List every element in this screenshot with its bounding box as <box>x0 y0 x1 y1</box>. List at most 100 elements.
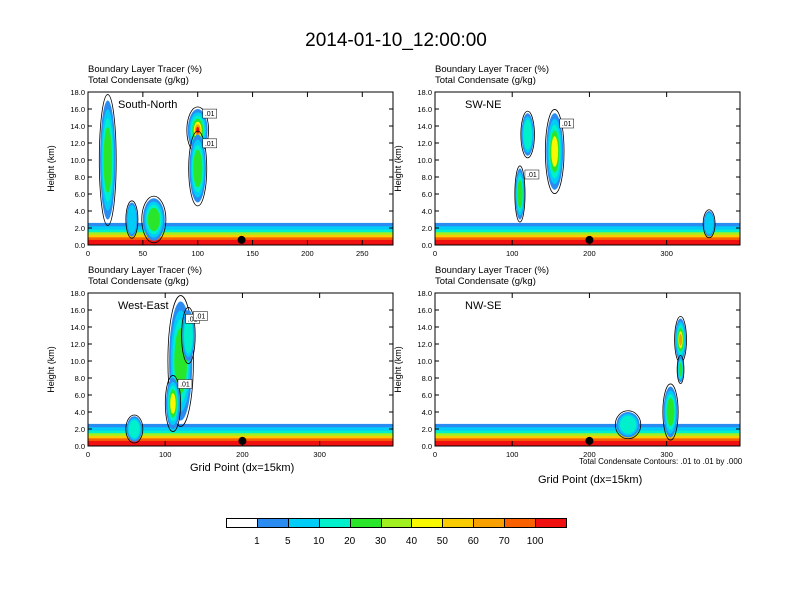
tracer-blob <box>165 378 180 429</box>
contour-label-box <box>193 311 208 321</box>
tracer-blob <box>196 126 200 134</box>
condensate-contour <box>141 195 167 244</box>
x-tick-label: 100 <box>159 450 172 459</box>
plot-area <box>88 94 393 245</box>
tracer-band <box>88 435 393 446</box>
colorbar-swatch <box>535 518 567 528</box>
tracer-blob <box>191 144 204 193</box>
panel-label: West-East <box>118 300 169 312</box>
x-tick-label: 300 <box>660 249 673 258</box>
y-tick-label: 12.0 <box>417 340 432 349</box>
y-tick-label: 10.0 <box>70 156 85 165</box>
tracer-band <box>435 239 740 245</box>
condensate-contour <box>662 383 679 441</box>
y-axis-label: Height (km) <box>46 145 56 192</box>
panel-title-condensate: Total Condensate (g/kg) <box>435 276 536 287</box>
tracer-blob <box>127 418 141 440</box>
tracer-blob <box>523 119 532 150</box>
y-axis-label: Height (km) <box>393 145 403 192</box>
colorbar-swatch <box>226 518 258 528</box>
location-marker <box>585 436 594 445</box>
tracer-blob <box>703 211 715 237</box>
location-marker <box>585 235 594 244</box>
y-tick-label: 6.0 <box>75 391 85 400</box>
y-tick-label: 18.0 <box>70 289 85 298</box>
x-tick-label: 250 <box>356 249 369 258</box>
x-tick-label: 100 <box>506 450 519 459</box>
y-tick-label: 2.0 <box>75 425 85 434</box>
plot-area <box>88 295 393 446</box>
y-tick-label: 6.0 <box>422 190 432 199</box>
tracer-blob <box>193 149 203 188</box>
y-tick-label: 2.0 <box>422 425 432 434</box>
y-tick-label: 0.0 <box>75 442 85 451</box>
tracer-blob <box>678 331 683 349</box>
tracer-blob <box>678 362 683 377</box>
plot-frame <box>87 292 394 447</box>
panel-title-tracer: Boundary Layer Tracer (%) <box>435 64 550 75</box>
x-tick-label: 150 <box>246 249 259 258</box>
colorbar-label: 70 <box>498 536 510 547</box>
y-tick-label: 8.0 <box>422 173 432 182</box>
tracer-blob <box>619 415 637 434</box>
tracer-blob <box>103 127 112 193</box>
plot-area <box>435 315 740 446</box>
panel-title-tracer: Boundary Layer Tracer (%) <box>435 265 550 276</box>
colorbar-swatch <box>442 518 475 528</box>
tracer-blob <box>126 202 138 237</box>
tracer-blob <box>100 100 116 220</box>
condensate-contour <box>164 375 181 432</box>
plot-area <box>435 109 740 245</box>
tracer-blob <box>678 360 683 379</box>
y-tick-label: 0.0 <box>422 241 432 250</box>
tracer-blob <box>182 310 195 361</box>
tracer-blob <box>194 124 201 137</box>
y-tick-label: 2.0 <box>75 224 85 233</box>
tracer-band <box>435 427 740 446</box>
colorbar-label: 30 <box>374 536 387 547</box>
contour-label: .01 <box>196 314 206 321</box>
tracer-blob <box>128 420 140 438</box>
y-tick-label: 14.0 <box>70 323 85 332</box>
tracer-band <box>435 226 740 245</box>
x-tick-label: 100 <box>506 249 519 258</box>
colorbar-label: 1 <box>254 536 260 547</box>
tracer-band <box>88 433 393 446</box>
contour-label: .01 <box>205 141 215 148</box>
condensate-contour <box>181 307 196 364</box>
contour-label-box <box>177 379 193 389</box>
tracer-band <box>435 438 740 446</box>
y-tick-label: 0.0 <box>75 241 85 250</box>
tracer-band <box>435 433 740 446</box>
tracer-blob <box>550 130 560 173</box>
panel-title-tracer: Boundary Layer Tracer (%) <box>88 64 203 75</box>
condensate-contour <box>702 209 716 239</box>
tracer-band <box>88 222 393 245</box>
contour-label-box <box>559 118 574 129</box>
colorbar-label: 5 <box>285 536 291 547</box>
colorbar-swatch <box>504 518 537 528</box>
contour-label: .01 <box>188 316 198 323</box>
colorbar-swatch <box>473 518 506 528</box>
tracer-band <box>88 427 393 446</box>
x-tick-label: 0 <box>433 249 437 258</box>
condensate-contour <box>514 165 526 223</box>
tracer-blob <box>675 321 686 358</box>
contour-label-box <box>202 108 217 119</box>
tracer-blob <box>704 212 714 235</box>
tracer-blob <box>663 386 678 438</box>
tracer-blob <box>142 198 165 241</box>
colorbar-label: 10 <box>313 536 325 547</box>
y-tick-label: 16.0 <box>417 306 432 315</box>
tracer-blob <box>547 118 562 185</box>
tracer-band <box>88 234 393 245</box>
tracer-blob <box>170 393 176 414</box>
condensate-contour <box>674 315 687 364</box>
condensate-contour <box>544 109 565 194</box>
tracer-blob <box>127 205 137 234</box>
contour-label: .01 <box>180 382 190 389</box>
y-tick-label: 14.0 <box>70 122 85 131</box>
plot-frame <box>87 91 394 246</box>
tracer-blob <box>677 358 684 381</box>
tracer-band <box>88 438 393 446</box>
